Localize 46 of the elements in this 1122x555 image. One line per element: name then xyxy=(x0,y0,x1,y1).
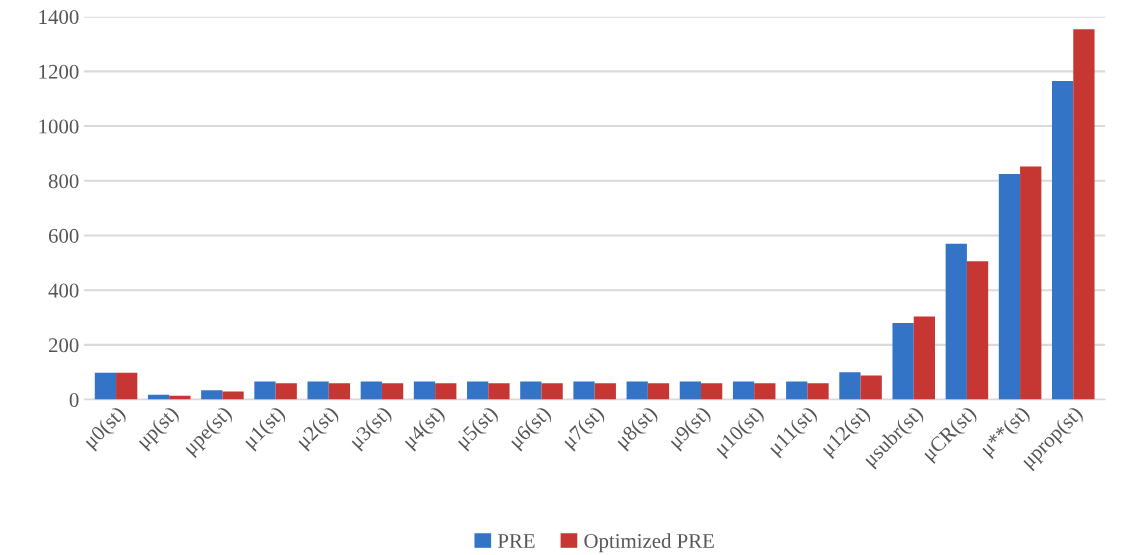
bar xyxy=(1020,166,1042,400)
bar xyxy=(328,383,351,400)
bar xyxy=(222,391,244,400)
bar xyxy=(307,381,329,400)
y-tick-label: 1400 xyxy=(39,10,79,25)
bar xyxy=(626,381,648,400)
bar xyxy=(892,323,914,400)
legend-label: Optimized PRE xyxy=(584,533,714,553)
bar xyxy=(488,383,510,400)
bar xyxy=(467,381,489,400)
y-tick-label: 600 xyxy=(48,228,79,243)
bar xyxy=(998,173,1021,400)
bar xyxy=(413,381,436,400)
y-tick-label: 800 xyxy=(48,174,79,189)
bar xyxy=(1051,80,1074,400)
bar xyxy=(860,375,882,400)
bar xyxy=(945,243,967,400)
bar xyxy=(594,383,616,400)
bar xyxy=(732,381,755,400)
bar xyxy=(254,381,276,400)
bar xyxy=(116,372,138,400)
y-tick-label: 1200 xyxy=(39,64,79,79)
bar xyxy=(573,381,595,400)
bar xyxy=(541,383,563,400)
bar xyxy=(275,383,297,400)
y-tick-label: 0 xyxy=(69,392,79,408)
legend-label: PRE xyxy=(497,534,535,548)
y-tick-label: 400 xyxy=(48,283,79,298)
bar xyxy=(679,381,702,400)
bar xyxy=(360,381,382,400)
bar xyxy=(754,383,776,400)
bar xyxy=(201,390,223,400)
bar xyxy=(1073,29,1095,400)
bar xyxy=(786,381,808,400)
bar xyxy=(647,383,670,400)
bar xyxy=(94,372,117,400)
y-tick-label: 1000 xyxy=(39,119,79,134)
bar xyxy=(520,381,542,400)
bar xyxy=(435,383,457,400)
bar xyxy=(701,383,723,400)
bar xyxy=(913,316,935,400)
bar xyxy=(839,372,861,400)
bar xyxy=(966,261,989,400)
bar xyxy=(807,383,829,400)
bar xyxy=(381,383,404,400)
y-tick-label: 200 xyxy=(48,338,79,353)
